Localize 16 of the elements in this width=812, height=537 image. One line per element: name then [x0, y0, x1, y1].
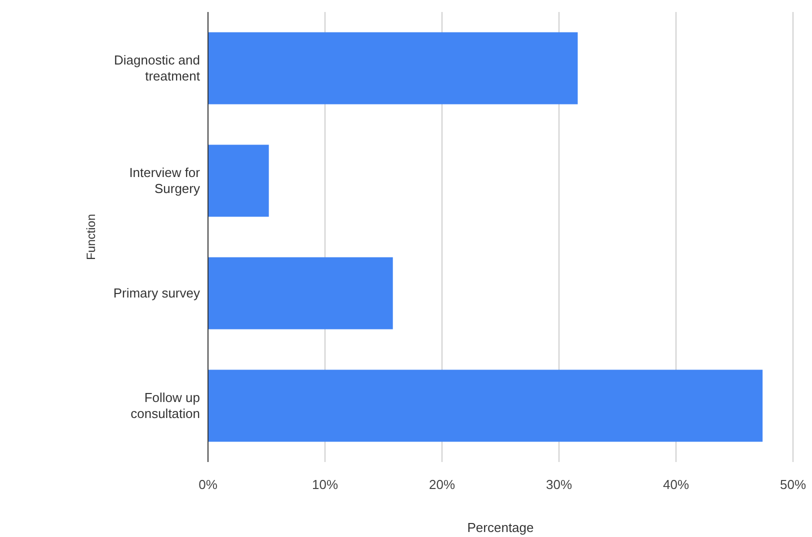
bar	[208, 144, 269, 217]
y-tick-label: Diagnostic and treatment	[114, 52, 200, 84]
x-tick-label: 30%	[546, 477, 572, 492]
x-tick-label: 40%	[662, 477, 690, 492]
x-axis-title: Percentage	[467, 520, 534, 535]
y-axis-title: Function	[84, 214, 98, 260]
y-tick-label: Primary survey	[113, 285, 200, 300]
y-tick-label: Follow up consultation	[130, 390, 200, 421]
x-tick-label: 50%	[780, 477, 806, 492]
y-tick-label: Interview for Surgery	[129, 164, 201, 196]
bar	[208, 370, 763, 442]
bar	[208, 32, 578, 104]
x-tick-label: 10%	[312, 477, 338, 492]
x-tick-label: 0%	[198, 477, 218, 492]
bar	[208, 257, 393, 330]
x-tick-label: 20%	[428, 477, 456, 492]
